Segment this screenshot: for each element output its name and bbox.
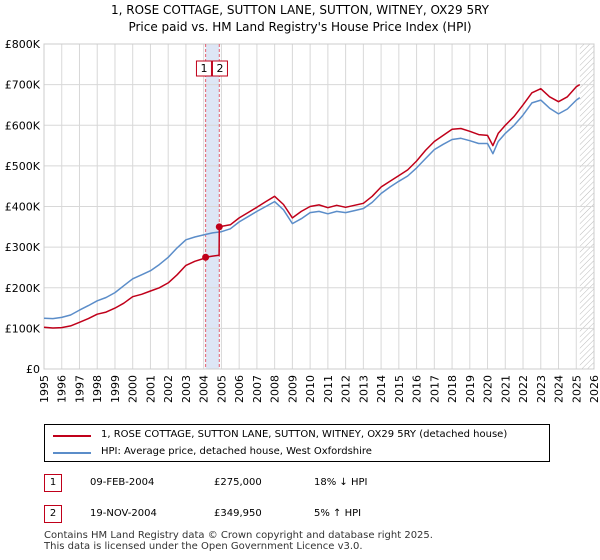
x-tick-label: 2002	[162, 375, 175, 403]
footer: Contains HM Land Registry data © Crown c…	[44, 530, 433, 552]
sale-point	[215, 223, 223, 231]
x-tick-label: 2004	[198, 375, 211, 403]
x-tick-label: 2012	[340, 375, 353, 403]
transaction-number-badge: 2	[44, 505, 62, 523]
x-tick-label: 2024	[553, 375, 566, 403]
plot-area: £0 £100K £200K £300K £400K £500K £600K £700K £80…	[5, 38, 600, 403]
x-tick-label: 2005	[215, 375, 228, 403]
x-tick-label: 2013	[357, 375, 370, 403]
y-tick-label: £800K	[5, 38, 41, 51]
y-tick-label: £400K	[5, 201, 41, 214]
y-tick-label: £500K	[5, 160, 41, 173]
x-tick-label: 2014	[375, 375, 388, 403]
marker-label: 2	[216, 62, 223, 75]
x-tick-label: 2008	[269, 375, 282, 403]
legend: 1, ROSE COTTAGE, SUTTON LANE, SUTTON, WI…	[44, 424, 550, 462]
x-tick-label: 2016	[411, 375, 424, 403]
x-tick-label: 1998	[91, 375, 104, 403]
marker-label: 1	[200, 62, 207, 75]
marker-label-box	[195, 60, 212, 77]
footer-copyright: Contains HM Land Registry data © Crown c…	[44, 530, 433, 541]
y-tick-label: £0	[26, 363, 40, 376]
transaction-date: 19-NOV-2004	[90, 508, 157, 519]
transaction-date: 09-FEB-2004	[90, 477, 155, 488]
sale-point	[202, 253, 210, 261]
y-tick-label: £200K	[5, 282, 41, 295]
x-tick-label: 2021	[499, 375, 512, 403]
x-tick-label: 1997	[73, 375, 86, 403]
marker-label-box	[211, 60, 228, 77]
transaction-row: 1 09-FEB-2004 £275,000 18% ↓ HPI	[44, 474, 564, 494]
x-tick-label: 1996	[56, 375, 69, 403]
x-tick-label: 2022	[517, 375, 530, 403]
x-tick-label: 2001	[144, 375, 157, 403]
y-tick-label: £300K	[5, 241, 41, 254]
x-tick-label: 2019	[464, 375, 477, 403]
series-line-hpi	[43, 96, 581, 320]
transaction-hpi-diff: 18% ↓ HPI	[314, 477, 368, 488]
transaction-price: £349,950	[214, 508, 262, 519]
legend-swatch-property	[53, 435, 91, 437]
y-tick-label: £100K	[5, 322, 41, 335]
chart-subtitle: Price paid vs. HM Land Registry's House …	[128, 20, 471, 34]
legend-label-property: 1, ROSE COTTAGE, SUTTON LANE, SUTTON, WI…	[101, 429, 508, 440]
x-tick-label: 2026	[588, 375, 600, 403]
x-tick-label: 2007	[251, 375, 264, 403]
legend-entry-hpi: HPI: Average price, detached house, West…	[45, 444, 549, 462]
x-tick-label: 2011	[322, 375, 335, 403]
transaction-price: £275,000	[214, 477, 262, 488]
transaction-hpi-diff: 5% ↑ HPI	[314, 508, 362, 519]
transaction-row: 2 19-NOV-2004 £349,950 5% ↑ HPI	[44, 505, 564, 525]
x-tick-label: 2003	[180, 375, 193, 403]
legend-swatch-hpi	[53, 452, 91, 454]
series-line-property	[43, 83, 581, 329]
y-tick-label: £600K	[5, 119, 41, 132]
footer-licence: This data is licensed under the Open Gov…	[44, 541, 363, 552]
legend-entry-property: 1, ROSE COTTAGE, SUTTON LANE, SUTTON, WI…	[45, 427, 549, 445]
x-tick-label: 1999	[109, 375, 122, 403]
x-tick-label: 2009	[286, 375, 299, 403]
x-tick-label: 2015	[393, 375, 406, 403]
x-tick-label: 2018	[446, 375, 459, 403]
x-tick-label: 2023	[535, 375, 548, 403]
legend-label-hpi: HPI: Average price, detached house, West…	[101, 446, 372, 457]
y-tick-label: £700K	[5, 79, 41, 92]
x-tick-label: 2000	[127, 375, 140, 403]
price-chart: 1, ROSE COTTAGE, SUTTON LANE, SUTTON, WI…	[5, 3, 600, 403]
chart-title: 1, ROSE COTTAGE, SUTTON LANE, SUTTON, WI…	[111, 3, 490, 17]
x-tick-label: 2010	[304, 375, 317, 403]
x-tick-label: 2006	[233, 375, 246, 403]
x-tick-label: 2017	[428, 375, 441, 403]
transaction-number-badge: 1	[44, 474, 62, 492]
x-tick-label: 1995	[38, 375, 51, 403]
x-tick-label: 2025	[570, 375, 583, 403]
x-tick-label: 2020	[482, 375, 495, 403]
plot-frame	[43, 43, 595, 370]
